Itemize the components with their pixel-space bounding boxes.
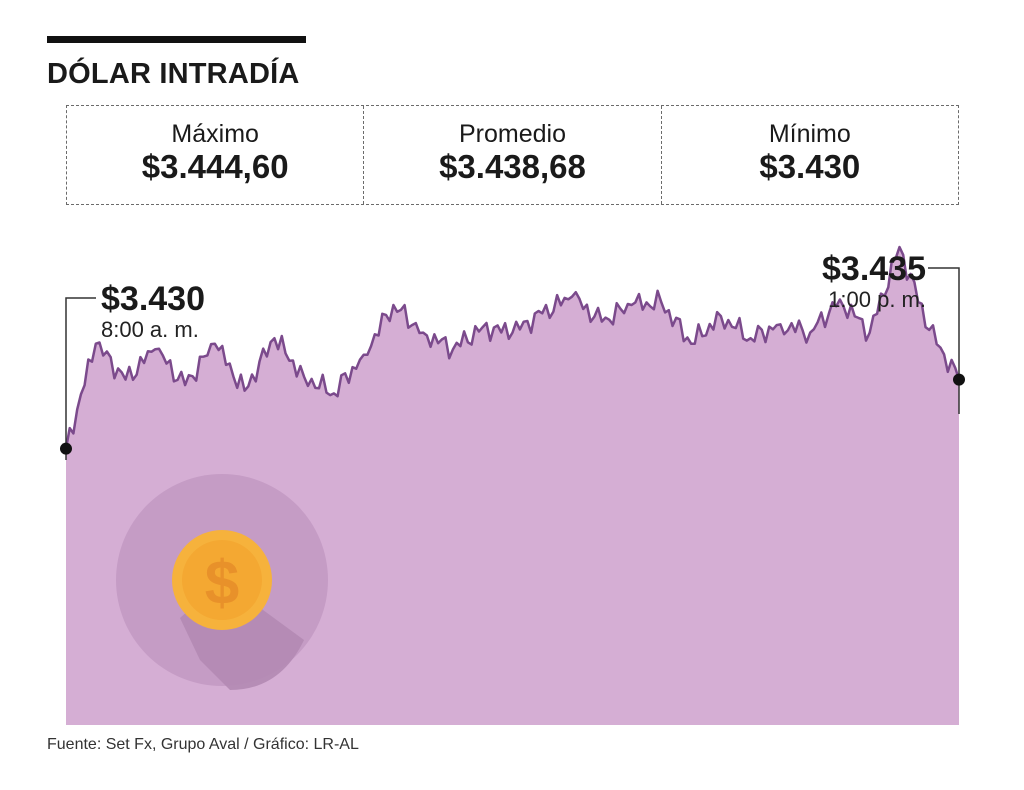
price-line <box>64 245 961 449</box>
source-note: Fuente: Set Fx, Grupo Aval / Gráfico: LR… <box>47 736 359 753</box>
svg-text:$: $ <box>205 549 239 618</box>
stat-value: $3.444,60 <box>141 148 289 185</box>
start-annotation: $3.430 8:00 a. m. <box>101 281 205 343</box>
end-point-marker <box>953 373 965 386</box>
end-time: 1:00 p. m. <box>828 287 926 312</box>
start-leader-line <box>65 297 96 460</box>
stat-label: Mínimo <box>768 120 851 148</box>
stat-maximum: Máximo $3.444,60 <box>67 106 363 204</box>
start-point-marker <box>60 442 72 455</box>
title-rule <box>47 36 306 43</box>
stat-minimum: Mínimo $3.430 <box>660 106 958 204</box>
stat-label: Promedio <box>458 120 566 148</box>
stat-value: $3.430 <box>759 148 861 185</box>
stat-label: Máximo <box>171 120 259 148</box>
start-value: $3.430 <box>101 280 205 318</box>
chart-title: DÓLAR INTRADÍA <box>47 58 300 90</box>
stat-average: Promedio $3.438,68 <box>363 106 660 204</box>
end-value: $3.435 <box>822 250 926 288</box>
start-time: 8:00 a. m. <box>101 317 199 342</box>
stat-value: $3.438,68 <box>439 148 586 185</box>
stats-box: Máximo $3.444,60 Promedio $3.438,68 Míni… <box>66 105 959 205</box>
dollar-coin-icon: $ <box>116 474 328 690</box>
end-annotation: $3.435 1:00 p. m. <box>822 251 926 313</box>
end-leader-line <box>928 267 960 414</box>
